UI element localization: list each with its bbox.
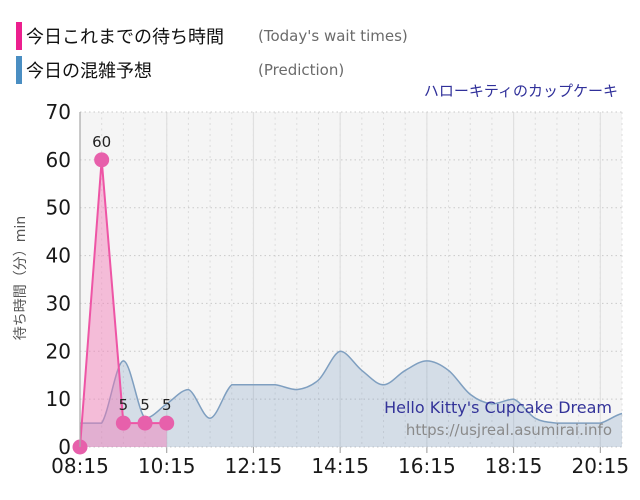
y-tick-label: 40 <box>46 244 71 268</box>
today-series-label: 今日これまでの待ち時間 <box>26 27 224 48</box>
prediction-series-label: 今日の混雑予想 <box>26 61 152 82</box>
data-point-label: 5 <box>162 396 172 414</box>
attraction-title-jp: ハローキティのカップケーキ <box>423 82 618 100</box>
y-tick-label: 30 <box>46 291 71 315</box>
data-point-marker <box>94 152 110 168</box>
x-tick-label: 12:15 <box>225 454 283 478</box>
prediction-series-swatch <box>16 56 22 84</box>
legend-item-prediction: 今日の混雑予想 (Prediction) <box>16 54 344 86</box>
prediction-series-area <box>80 351 622 447</box>
prediction-series-line <box>79 350 623 424</box>
data-point-label: 5 <box>140 396 150 414</box>
y-tick-label: 60 <box>46 148 71 172</box>
today-series-label-en: (Today's wait times) <box>258 27 408 45</box>
data-point-marker <box>137 415 153 431</box>
attraction-name-annotation: Hello Kitty's Cupcake Dream <box>384 398 612 417</box>
source-url-annotation: https://usjreal.asumirai.info <box>405 421 612 439</box>
legend-item-today: 今日これまでの待ち時間 (Today's wait times) <box>16 20 408 52</box>
data-point-marker <box>115 415 131 431</box>
data-point-label: 5 <box>119 396 129 414</box>
plot-background <box>80 112 622 447</box>
x-tick-label: 08:15 <box>51 454 109 478</box>
y-tick-label: 50 <box>46 196 71 220</box>
x-tick-label: 20:15 <box>571 454 629 478</box>
y-tick-label: 0 <box>58 435 71 459</box>
prediction-series-label-en: (Prediction) <box>258 61 345 79</box>
y-axis-title: 待ち時間（分）min <box>13 215 29 341</box>
x-tick-label: 18:15 <box>485 454 543 478</box>
x-tick-label: 10:15 <box>138 454 196 478</box>
x-tick-label: 14:15 <box>311 454 369 478</box>
today-series-swatch <box>16 22 22 50</box>
data-point-marker <box>159 415 175 431</box>
today-series-area <box>80 159 167 447</box>
y-tick-label: 20 <box>46 339 71 363</box>
x-tick-label: 16:15 <box>398 454 456 478</box>
chart-legend: 今日これまでの待ち時間 (Today's wait times) 今日の混雑予想… <box>16 20 408 88</box>
data-point-label: 60 <box>92 133 111 151</box>
y-tick-label: 10 <box>46 387 71 411</box>
y-tick-label: 70 <box>46 100 71 124</box>
